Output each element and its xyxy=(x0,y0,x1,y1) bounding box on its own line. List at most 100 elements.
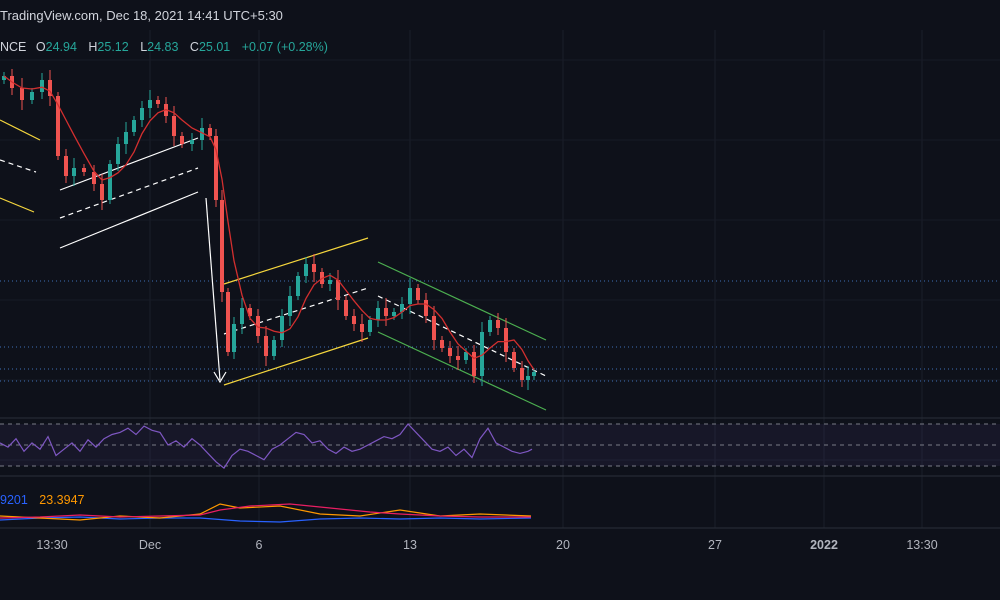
yellow-channel-lower xyxy=(0,197,35,213)
candle-body xyxy=(512,352,516,368)
candle-body xyxy=(376,308,380,320)
candle-body xyxy=(440,340,444,348)
candle-body xyxy=(448,348,452,356)
high-label: H xyxy=(88,40,98,54)
candle-body xyxy=(108,164,112,200)
candle-body xyxy=(526,376,530,380)
ohlc-legend[interactable]: NCE O24.94 H25.12 L24.83 C25.01 +0.07 (+… xyxy=(0,40,336,54)
yellow-channel-lower xyxy=(223,337,369,386)
arrow-head-icon xyxy=(213,371,227,384)
rsi-pane[interactable] xyxy=(0,423,1000,469)
candle-body xyxy=(116,144,120,164)
high-value: 25.12 xyxy=(97,40,129,54)
candle-body xyxy=(100,184,104,200)
candle-body xyxy=(360,324,364,332)
watermark: TradingView.com, Dec 18, 2021 14:41 UTC+… xyxy=(0,8,283,23)
candle-body xyxy=(56,96,60,156)
x-tick: 2022 xyxy=(810,538,838,552)
candle-body xyxy=(208,128,212,136)
x-tick: 13:30 xyxy=(36,538,67,552)
white-channel-lower xyxy=(59,191,199,249)
candle-body xyxy=(132,120,136,132)
candle-body xyxy=(2,76,6,80)
close-label: C xyxy=(189,40,199,54)
candle-body xyxy=(416,288,420,300)
candle-body xyxy=(532,372,536,376)
oscillator-pane[interactable] xyxy=(0,503,532,523)
candle-body xyxy=(232,324,236,352)
candle-body xyxy=(288,296,292,316)
white-channel-mid xyxy=(59,167,199,219)
candle-body xyxy=(336,280,340,300)
candle-body xyxy=(92,172,96,184)
open-value: 24.94 xyxy=(45,40,77,54)
candle-body xyxy=(488,320,492,332)
candle-body xyxy=(296,276,300,296)
candle-body xyxy=(64,156,68,176)
candle-body xyxy=(48,80,52,96)
candle-body xyxy=(280,316,284,340)
candle-body xyxy=(456,356,460,360)
x-tick: 6 xyxy=(256,538,263,552)
candle-body xyxy=(432,316,436,340)
candle-body xyxy=(190,140,194,144)
candle-body xyxy=(40,80,44,92)
candle-body xyxy=(180,136,184,144)
candle-body xyxy=(344,300,348,316)
candle-body xyxy=(148,100,152,108)
candle-body xyxy=(30,92,34,100)
candle-body xyxy=(312,264,316,272)
candle-body xyxy=(226,292,230,352)
candle-body xyxy=(520,368,524,380)
indicator-value-1: 9201 xyxy=(0,493,28,507)
chart-header: TradingView.com, Dec 18, 2021 14:41 UTC+… xyxy=(0,0,1000,32)
low-label: L xyxy=(140,40,148,54)
candle-body xyxy=(392,312,396,316)
symbol-fragment: NCE xyxy=(0,40,27,54)
candlestick-series xyxy=(2,69,536,390)
change-value: +0.07 (+0.28%) xyxy=(241,40,328,54)
candle-body xyxy=(384,308,388,316)
close-value: 25.01 xyxy=(198,40,231,54)
yellow-channel-upper xyxy=(223,237,369,285)
candle-body xyxy=(264,336,268,356)
x-tick: 13:30 xyxy=(906,538,937,552)
candle-body xyxy=(214,136,218,200)
indicator-value-2: 23.3947 xyxy=(39,493,85,507)
candle-body xyxy=(424,300,428,316)
indicator-legend[interactable]: 9201 23.3947 xyxy=(0,493,84,507)
low-value: 24.83 xyxy=(147,40,179,54)
candle-body xyxy=(304,264,308,276)
candle-body xyxy=(156,100,160,104)
candle-body xyxy=(408,288,412,304)
drop-arrow-line xyxy=(205,197,221,381)
candle-body xyxy=(496,320,500,328)
candle-body xyxy=(200,128,204,140)
oscillator-line xyxy=(0,516,532,523)
trendline-drawings[interactable] xyxy=(0,119,547,411)
moving-average-line xyxy=(3,75,535,370)
candle-body xyxy=(368,320,372,332)
candle-body xyxy=(124,132,128,144)
horizontal-levels xyxy=(0,280,1000,382)
candle-body xyxy=(352,316,356,324)
candle-body xyxy=(248,308,252,316)
x-tick: 27 xyxy=(708,538,722,552)
green-channel-lower xyxy=(377,331,547,411)
candle-body xyxy=(256,316,260,336)
yellow-channel-upper xyxy=(0,119,41,141)
oscillator-line xyxy=(0,503,532,521)
candle-body xyxy=(172,116,176,136)
open-label: O xyxy=(35,40,46,54)
white-channel-mid xyxy=(0,159,37,173)
x-tick: Dec xyxy=(139,538,161,552)
candle-body xyxy=(400,304,404,312)
candle-body xyxy=(328,280,332,284)
chart-grid xyxy=(0,30,1000,529)
candle-body xyxy=(480,332,484,376)
time-axis[interactable]: 13:30 Dec 6 13 20 27 2022 13:30 xyxy=(36,538,937,552)
candle-body xyxy=(272,340,276,356)
candle-body xyxy=(220,200,224,292)
yellow-channel-mid xyxy=(223,287,369,335)
